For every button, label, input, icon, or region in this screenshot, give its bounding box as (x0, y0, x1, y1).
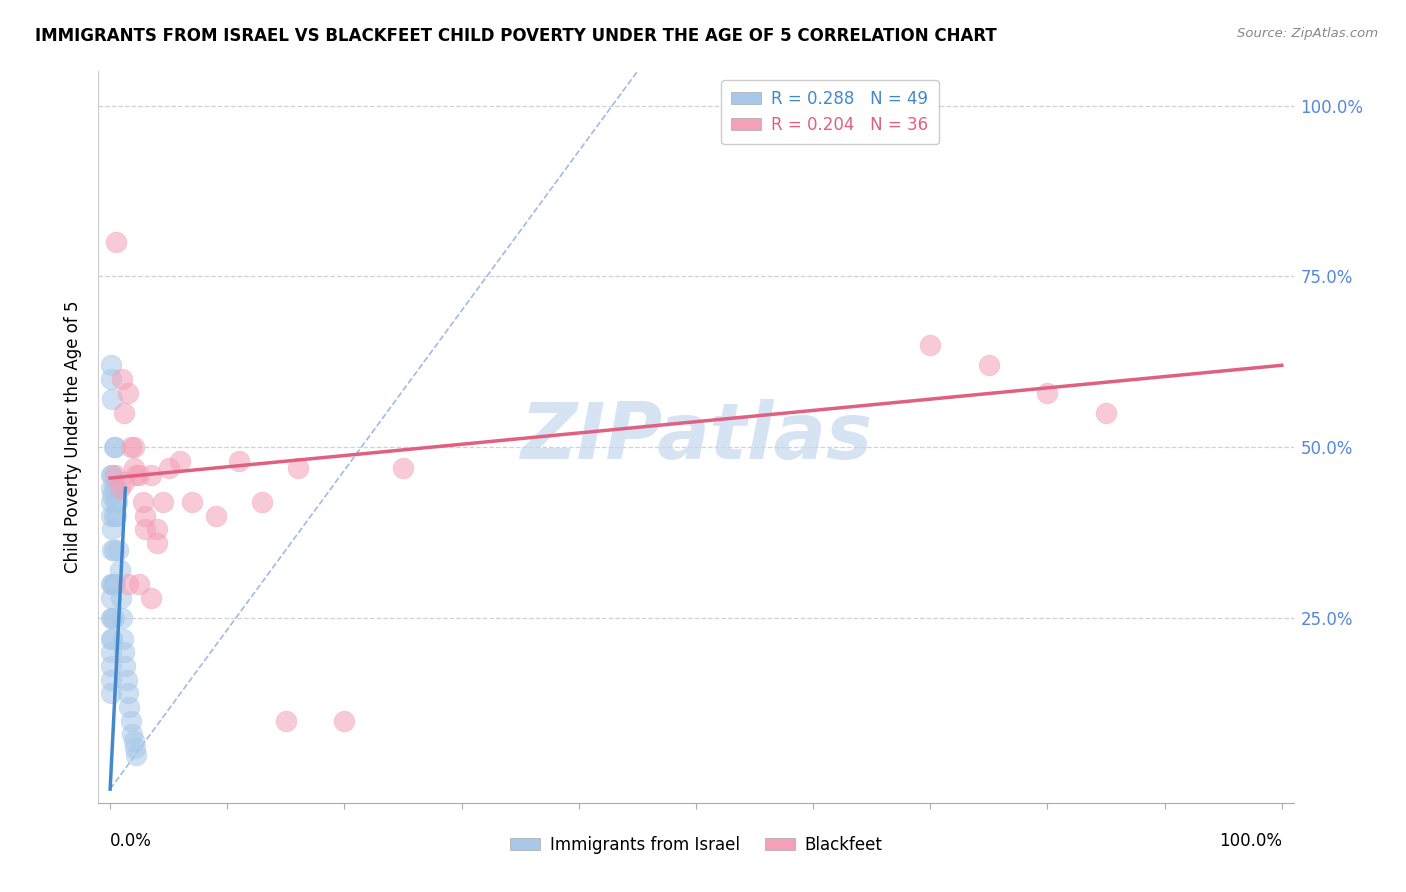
Point (100, 645, 122, 659)
Legend: Immigrants from Israel, Blackfeet: Immigrants from Israel, Blackfeet (503, 829, 889, 860)
Point (124, 741, 146, 756)
Point (104, 467, 127, 482)
Point (228, 454, 250, 468)
Y-axis label: Child Poverty Under the Age of 5: Child Poverty Under the Age of 5 (65, 301, 83, 574)
Point (100, 659, 122, 673)
Point (100, 611, 122, 625)
Point (108, 481, 131, 495)
Point (100, 686, 122, 700)
Point (128, 577, 150, 591)
Point (104, 577, 127, 591)
Point (152, 495, 174, 509)
Point (103, 481, 125, 495)
Point (117, 577, 139, 591)
Point (128, 467, 150, 482)
Point (100, 467, 122, 482)
Point (252, 495, 274, 509)
Point (117, 385, 139, 400)
Point (122, 460, 145, 475)
Point (111, 372, 134, 386)
Point (100, 359, 122, 373)
Point (105, 481, 128, 495)
Point (103, 542, 125, 557)
Point (1036, 385, 1059, 400)
Point (101, 577, 124, 591)
Point (181, 495, 204, 509)
Point (146, 536, 169, 550)
Point (122, 734, 145, 748)
Point (103, 577, 125, 591)
Point (112, 632, 135, 646)
Point (104, 495, 127, 509)
Point (101, 488, 124, 502)
Point (120, 714, 142, 728)
Point (100, 632, 122, 646)
Point (117, 686, 139, 700)
Point (108, 563, 131, 577)
Text: ZIPatlas: ZIPatlas (520, 399, 872, 475)
Point (101, 467, 124, 482)
Point (204, 508, 226, 523)
Text: 100.0%: 100.0% (1219, 832, 1282, 850)
Point (101, 632, 124, 646)
Point (100, 481, 122, 495)
Point (125, 747, 148, 762)
Point (392, 460, 415, 475)
Point (146, 522, 169, 536)
Point (118, 700, 141, 714)
Point (157, 460, 180, 475)
Point (122, 440, 145, 454)
Point (125, 467, 148, 482)
Point (103, 508, 125, 523)
Point (112, 475, 135, 489)
Point (103, 611, 125, 625)
Point (105, 495, 128, 509)
Point (132, 495, 155, 509)
Point (100, 673, 122, 687)
Point (100, 495, 122, 509)
Point (101, 611, 124, 625)
Point (101, 522, 124, 536)
Point (105, 235, 128, 250)
Point (111, 611, 134, 625)
Point (134, 508, 156, 523)
Point (274, 714, 297, 728)
Point (100, 591, 122, 605)
Point (101, 392, 124, 407)
Point (977, 359, 1000, 373)
Point (100, 372, 122, 386)
Point (1095, 406, 1118, 420)
Text: 0.0%: 0.0% (110, 832, 152, 850)
Point (105, 508, 128, 523)
Point (121, 727, 143, 741)
Point (169, 454, 191, 468)
Point (112, 645, 135, 659)
Point (333, 714, 356, 728)
Point (112, 406, 135, 420)
Point (120, 440, 142, 454)
Text: IMMIGRANTS FROM ISRAEL VS BLACKFEET CHILD POVERTY UNDER THE AGE OF 5 CORRELATION: IMMIGRANTS FROM ISRAEL VS BLACKFEET CHIL… (35, 27, 997, 45)
Point (114, 659, 136, 673)
Point (920, 338, 942, 352)
Point (104, 440, 127, 454)
Point (141, 591, 163, 605)
Text: Source: ZipAtlas.com: Source: ZipAtlas.com (1237, 27, 1378, 40)
Point (141, 467, 163, 482)
Point (103, 440, 125, 454)
Point (107, 542, 129, 557)
Point (100, 577, 122, 591)
Point (100, 508, 122, 523)
Point (110, 591, 132, 605)
Point (101, 542, 124, 557)
Point (287, 460, 309, 475)
Point (134, 522, 156, 536)
Point (115, 673, 138, 687)
